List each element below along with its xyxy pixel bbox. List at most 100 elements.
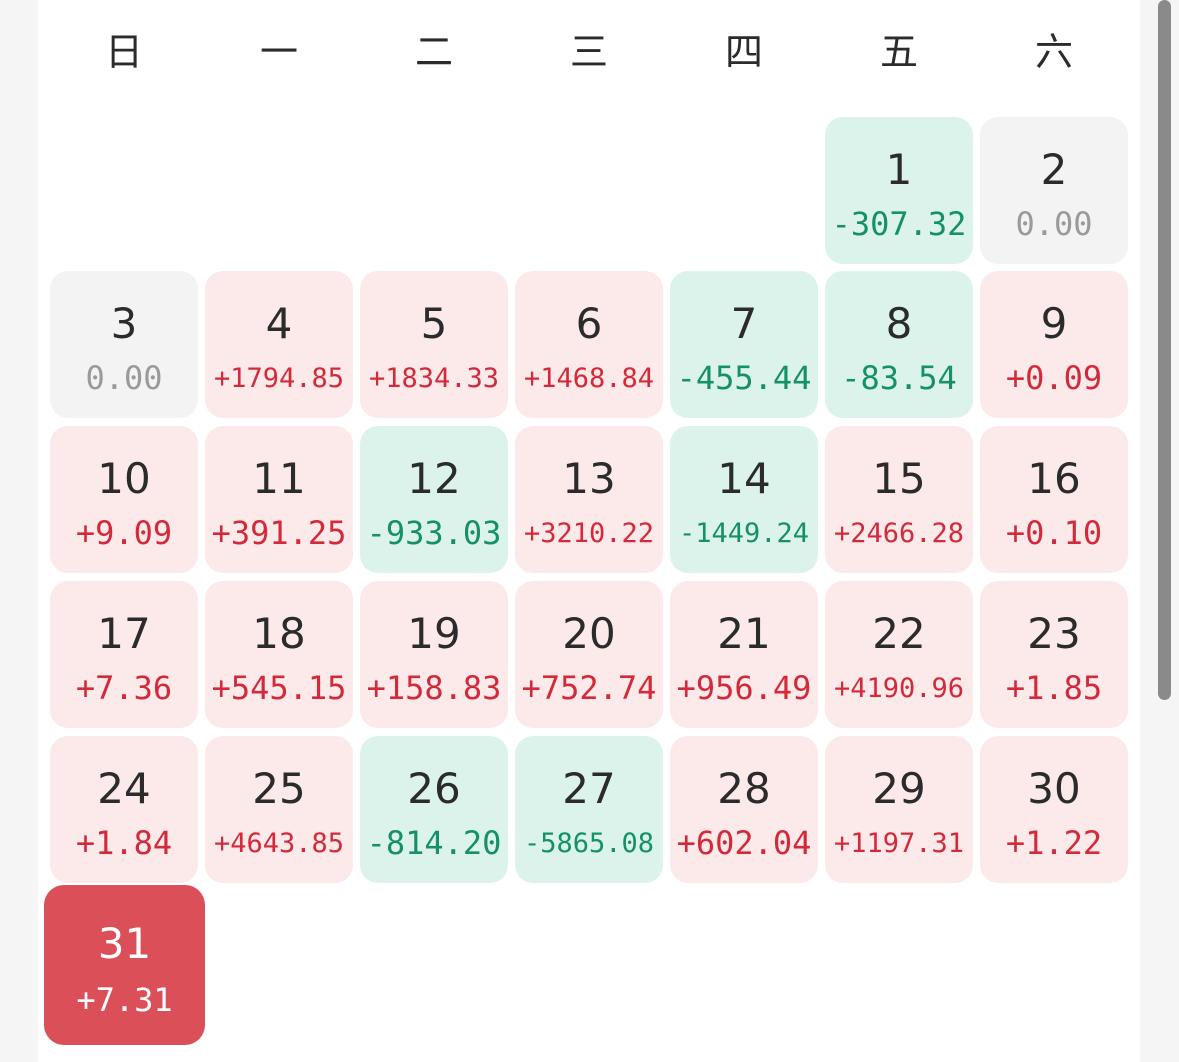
day-pnl-value: +1834.33	[368, 363, 500, 394]
day-pnl-value: +3210.22	[523, 518, 655, 549]
day-number: 17	[97, 609, 151, 658]
day-pnl-value: -83.54	[841, 359, 957, 397]
calendar-day-9[interactable]: 9 +0.09	[980, 271, 1128, 418]
calendar-day-12[interactable]: 12 -933.03	[360, 426, 508, 573]
day-pnl-value: -933.03	[366, 514, 502, 552]
day-number: 6	[575, 299, 603, 348]
day-number: 20	[562, 609, 616, 658]
day-number: 12	[407, 454, 461, 503]
day-pnl-value: -307.32	[831, 205, 967, 243]
calendar-day-30[interactable]: 30 +1.22	[980, 736, 1128, 883]
calendar-day-14[interactable]: 14 -1449.24	[670, 426, 818, 573]
day-number: 21	[717, 609, 771, 658]
calendar-day-20[interactable]: 20 +752.74	[515, 581, 663, 728]
calendar-day-31[interactable]: 31 +7.31	[44, 885, 205, 1045]
weekday-header-mon: 一	[259, 30, 298, 74]
day-number: 2	[1040, 145, 1068, 194]
day-pnl-value: +7.31	[76, 981, 173, 1019]
day-number: 30	[1027, 764, 1081, 813]
day-number: 8	[885, 299, 913, 348]
calendar-day-24[interactable]: 24 +1.84	[50, 736, 198, 883]
day-pnl-value: +0.10	[1005, 514, 1103, 552]
day-pnl-value: +4643.85	[213, 828, 345, 859]
day-number: 5	[420, 299, 448, 348]
day-number: 22	[872, 609, 926, 658]
calendar-panel: 日 一 二 三 四 五 六 1 -307.32 2 0.00 3 0.00 4 +1794.8…	[38, 0, 1140, 1062]
calendar-day-22[interactable]: 22 +4190.96	[825, 581, 973, 728]
weekday-header-wed: 三	[569, 30, 608, 74]
calendar-day-27[interactable]: 27 -5865.08	[515, 736, 663, 883]
calendar-day-10[interactable]: 10 +9.09	[50, 426, 198, 573]
calendar-day-26[interactable]: 26 -814.20	[360, 736, 508, 883]
day-number: 19	[407, 609, 461, 658]
day-number: 1	[885, 145, 913, 194]
day-pnl-value: -814.20	[366, 824, 502, 862]
day-pnl-value: +1.22	[1005, 824, 1103, 862]
calendar-day-3[interactable]: 3 0.00	[50, 271, 198, 418]
day-pnl-value: +4190.96	[833, 673, 965, 704]
calendar-day-21[interactable]: 21 +956.49	[670, 581, 818, 728]
day-number: 25	[252, 764, 306, 813]
day-number: 7	[730, 299, 758, 348]
calendar-day-13[interactable]: 13 +3210.22	[515, 426, 663, 573]
day-pnl-value: +7.36	[75, 669, 173, 707]
calendar-day-6[interactable]: 6 +1468.84	[515, 271, 663, 418]
weekday-header-tue: 二	[414, 30, 453, 74]
day-pnl-value: +1197.31	[833, 828, 965, 859]
day-pnl-value: -455.44	[676, 359, 812, 397]
day-number: 13	[562, 454, 616, 503]
vertical-scrollbar[interactable]	[1158, 0, 1171, 700]
day-number: 23	[1027, 609, 1081, 658]
day-pnl-value: +158.83	[366, 669, 502, 707]
day-number: 10	[97, 454, 151, 503]
weekday-header-sun: 日	[104, 30, 143, 74]
day-pnl-value: +0.09	[1005, 359, 1103, 397]
day-number: 16	[1027, 454, 1081, 503]
calendar-day-7[interactable]: 7 -455.44	[670, 271, 818, 418]
calendar-day-2[interactable]: 2 0.00	[980, 117, 1128, 264]
calendar-day-19[interactable]: 19 +158.83	[360, 581, 508, 728]
day-pnl-value: +602.04	[676, 824, 812, 862]
day-pnl-value: +956.49	[676, 669, 812, 707]
calendar-day-16[interactable]: 16 +0.10	[980, 426, 1128, 573]
day-number: 3	[110, 299, 138, 348]
calendar-day-4[interactable]: 4 +1794.85	[205, 271, 353, 418]
day-number: 31	[97, 919, 152, 968]
calendar-day-17[interactable]: 17 +7.36	[50, 581, 198, 728]
day-pnl-value: +9.09	[75, 514, 173, 552]
calendar-day-1[interactable]: 1 -307.32	[825, 117, 973, 264]
day-pnl-value: 0.00	[1015, 205, 1093, 243]
calendar-day-8[interactable]: 8 -83.54	[825, 271, 973, 418]
calendar-day-11[interactable]: 11 +391.25	[205, 426, 353, 573]
day-pnl-value: +1.85	[1005, 669, 1103, 707]
day-pnl-value: +391.25	[211, 514, 347, 552]
day-number: 26	[407, 764, 461, 813]
calendar-day-25[interactable]: 25 +4643.85	[205, 736, 353, 883]
day-pnl-value: +752.74	[521, 669, 657, 707]
day-pnl-value: +545.15	[211, 669, 347, 707]
day-pnl-value: +1468.84	[523, 363, 655, 394]
calendar-day-29[interactable]: 29 +1197.31	[825, 736, 973, 883]
day-number: 9	[1040, 299, 1068, 348]
day-number: 14	[717, 454, 771, 503]
day-number: 24	[97, 764, 151, 813]
weekday-header-sat: 六	[1034, 30, 1073, 74]
day-pnl-value: -5865.08	[523, 828, 655, 859]
day-number: 27	[562, 764, 616, 813]
day-number: 4	[265, 299, 293, 348]
day-number: 11	[252, 454, 306, 503]
day-pnl-value: -1449.24	[678, 518, 810, 549]
calendar-day-28[interactable]: 28 +602.04	[670, 736, 818, 883]
calendar-day-18[interactable]: 18 +545.15	[205, 581, 353, 728]
day-pnl-value: +1.84	[75, 824, 173, 862]
day-number: 29	[872, 764, 926, 813]
day-number: 18	[252, 609, 306, 658]
calendar-day-23[interactable]: 23 +1.85	[980, 581, 1128, 728]
day-pnl-value: +2466.28	[833, 518, 965, 549]
weekday-header-fri: 五	[879, 30, 918, 74]
day-number: 28	[717, 764, 771, 813]
day-pnl-value: 0.00	[85, 359, 163, 397]
calendar-day-5[interactable]: 5 +1834.33	[360, 271, 508, 418]
calendar-day-15[interactable]: 15 +2466.28	[825, 426, 973, 573]
day-number: 15	[872, 454, 926, 503]
